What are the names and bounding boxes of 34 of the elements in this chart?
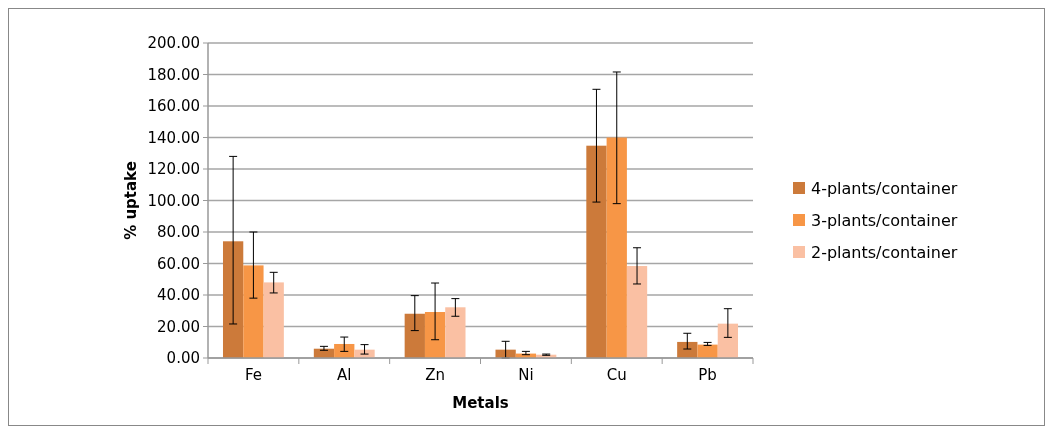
- bar: [222, 241, 244, 358]
- bar: [697, 344, 718, 358]
- x-tick-label: Al: [337, 366, 352, 384]
- bar: [717, 323, 739, 358]
- y-tick-label: 80.00: [157, 223, 200, 242]
- y-tick-label: 100.00: [147, 191, 200, 210]
- y-tick-label: 40.00: [157, 286, 200, 305]
- y-tick-label: 60.00: [157, 254, 200, 273]
- x-tick-label: Zn: [425, 366, 445, 384]
- legend-label: 4-plants/container: [811, 178, 958, 198]
- y-tick-label: 140.00: [147, 128, 200, 147]
- y-tick-label: 180.00: [147, 65, 200, 84]
- legend-label: 3-plants/container: [811, 210, 958, 230]
- x-tick-label: Ni: [518, 366, 534, 384]
- bar: [404, 313, 425, 358]
- bar: [626, 266, 648, 358]
- x-tick-label: Cu: [606, 366, 627, 384]
- bar: [334, 343, 355, 358]
- bar: [424, 312, 446, 358]
- bar: [445, 307, 466, 358]
- bar: [606, 137, 627, 358]
- legend-label: 2-plants/container: [811, 242, 958, 262]
- y-axis-title: % uptake: [122, 161, 140, 240]
- x-tick-label: Pb: [698, 366, 717, 384]
- y-tick-label: 200.00: [147, 34, 200, 53]
- x-tick-label: Fe: [244, 366, 262, 384]
- y-tick-label: 0.00: [166, 349, 200, 368]
- bar: [243, 265, 264, 358]
- bar: [263, 282, 284, 358]
- x-axis-title: Metals: [452, 394, 509, 412]
- y-tick-label: 160.00: [147, 97, 200, 116]
- y-tick-label: 120.00: [147, 160, 200, 179]
- y-tick-label: 20.00: [157, 317, 200, 336]
- bar: [586, 145, 607, 358]
